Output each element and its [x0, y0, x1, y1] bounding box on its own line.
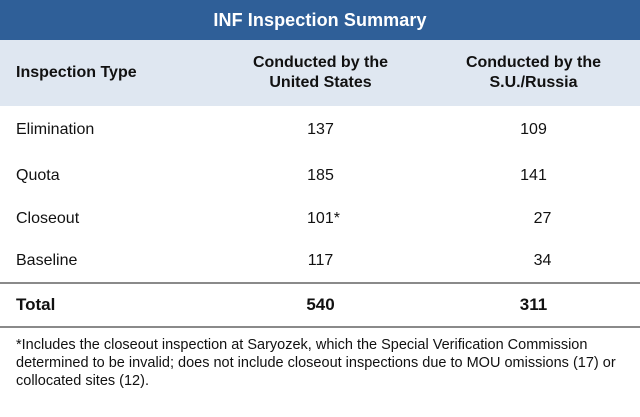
row-ru-count: 109 — [520, 121, 547, 138]
header-conducted-by-us: Conducted by the United States — [214, 40, 427, 106]
inspection-summary-table: Inspection Type Conducted by the United … — [0, 40, 640, 328]
row-type: Elimination — [16, 121, 95, 138]
header-conducted-by-russia: Conducted by the S.U./Russia — [427, 40, 640, 106]
row-type: Closeout — [16, 209, 80, 227]
row-type: Baseline — [16, 252, 78, 269]
header-us-line1: Conducted by the — [252, 54, 389, 71]
table-row: Quota 185 141 — [0, 154, 640, 197]
row-us-count: 101* — [307, 209, 340, 227]
header-row: Inspection Type Conducted by the United … — [0, 40, 640, 106]
table-footnote: *Includes the closeout inspection at Sar… — [16, 337, 616, 389]
row-ru-count: 34 — [533, 252, 552, 269]
row-ru-count: 27 — [533, 209, 552, 227]
row-us-count: 185 — [307, 166, 334, 184]
row-type: Quota — [16, 166, 60, 184]
table-row: Baseline 117 34 — [0, 240, 640, 283]
total-ru-count: 311 — [519, 295, 548, 314]
total-us-count: 540 — [306, 295, 335, 314]
total-label: Total — [16, 295, 56, 314]
table-row: Elimination 137 109 — [0, 106, 640, 154]
table-title: INF Inspection Summary — [0, 0, 640, 40]
row-us-count: 117 — [307, 252, 334, 269]
header-inspection-type: Inspection Type — [16, 64, 137, 81]
row-us-count: 137 — [307, 121, 334, 138]
table-row: Closeout 101* 27 — [0, 197, 640, 240]
total-row: Total 540 311 — [0, 283, 640, 327]
header-ru-line1: Conducted by the — [465, 54, 602, 71]
header-ru-line2: S.U./Russia — [489, 74, 578, 91]
row-ru-count: 141 — [520, 166, 547, 184]
header-us-line2: United States — [269, 74, 372, 91]
